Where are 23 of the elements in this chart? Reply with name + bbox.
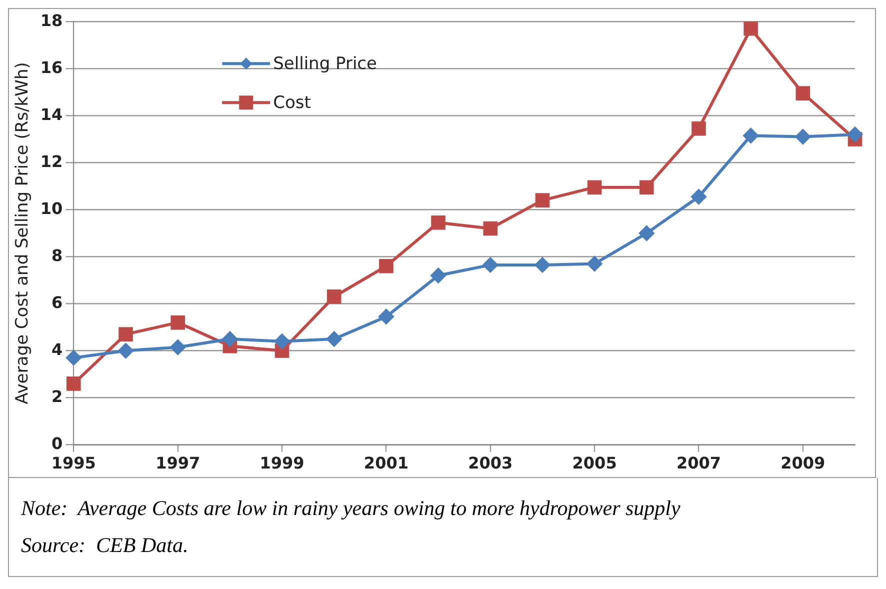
y-tick-label: 12 (40, 152, 63, 171)
y-tick-label: 6 (52, 292, 63, 312)
y-tick-label: 0 (52, 434, 63, 453)
x-tick-label: 2003 (468, 454, 513, 473)
source-note: Source: CEB Data. (21, 533, 190, 558)
legend-label: Cost (273, 93, 312, 114)
y-tick-label: 16 (40, 58, 63, 77)
x-tick-label: 1997 (156, 454, 200, 473)
x-tick-label: 2007 (676, 454, 721, 473)
y-tick-label: 14 (40, 104, 63, 124)
x-tick-label: 2009 (780, 454, 826, 473)
legend-label: Selling Price (273, 54, 377, 74)
y-tick-label: 8 (52, 246, 63, 265)
x-tick-label: 2001 (364, 454, 408, 473)
y-tick-label: 4 (52, 340, 63, 359)
y-tick-label: 2 (52, 386, 63, 406)
text: Note: Average Costs are low in rainy years owing to more hydropower supply (21, 496, 682, 521)
x-tick-label: 2005 (572, 454, 617, 473)
y-axis-title: Average Cost and Selling Price (Rs/kWh) (12, 62, 33, 404)
x-tick-label: 1995 (51, 454, 96, 473)
x-tick-label: 1999 (260, 454, 304, 473)
y-tick-label: 10 (40, 198, 63, 218)
y-tick-label: 18 (40, 10, 63, 30)
